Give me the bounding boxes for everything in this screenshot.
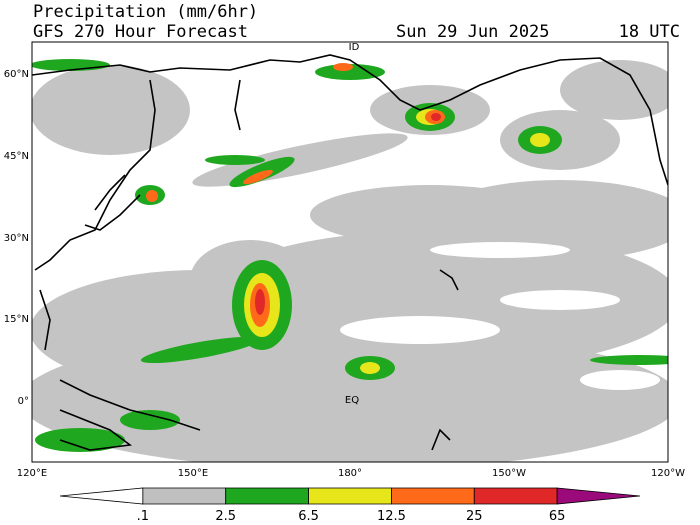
lon-label: 150°E [178, 468, 208, 479]
precip-field [32, 42, 668, 462]
colorbar-swatch [391, 487, 475, 505]
title: Precipitation (mm/6hr) [33, 2, 258, 22]
lat-label: 60°N [4, 69, 29, 80]
time: 18 UTC [619, 22, 680, 42]
colorbar-swatch [308, 487, 392, 505]
lon-label: 180° [338, 468, 362, 479]
lon-label: 120°E [17, 468, 47, 479]
coastlines [32, 54, 668, 451]
map: 60°N 45°N 30°N 15°N 0° 120°E 150°E 180° … [4, 41, 685, 479]
lat-label: 30°N [4, 233, 29, 244]
lat-label: 0° [18, 396, 29, 407]
date: Sun 29 Jun 2025 [396, 22, 550, 42]
lat-label: 45°N [4, 151, 29, 162]
colorbar-swatch [473, 487, 558, 505]
annotation: ID [349, 42, 360, 53]
colorbar-swatch [142, 487, 227, 505]
map-frame [31, 41, 669, 463]
colorbar-swatch [59, 487, 144, 505]
colorbar-label: 25 [466, 509, 483, 524]
colorbar-label: 12.5 [377, 509, 406, 524]
colorbar: .1 2.5 6.5 12.5 25 65 [59, 487, 641, 524]
lon-label: 120°W [651, 468, 685, 479]
colorbar-swatch [556, 487, 641, 505]
subtitle: GFS 270 Hour Forecast [33, 22, 248, 42]
colorbar-label: 6.5 [298, 509, 319, 524]
colorbar-swatch [225, 487, 309, 505]
colorbar-label: 2.5 [215, 509, 236, 524]
lon-label: 150°W [492, 468, 526, 479]
colorbar-label: 65 [549, 509, 566, 524]
lat-label: 15°N [4, 314, 29, 325]
colorbar-label: .1 [137, 509, 149, 524]
annotation: EQ [345, 395, 359, 406]
